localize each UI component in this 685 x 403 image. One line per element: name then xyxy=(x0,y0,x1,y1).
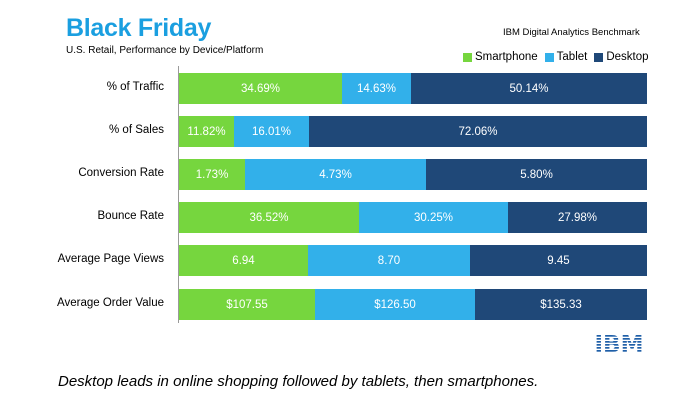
logo-text: IBM xyxy=(595,332,644,354)
category-label-average-page-views: Average Page Views xyxy=(57,253,164,265)
data-label: $107.55 xyxy=(226,298,268,311)
chart-subtitle: U.S. Retail, Performance by Device/Platf… xyxy=(66,45,264,56)
legend-item-desktop: Desktop xyxy=(594,51,649,63)
data-label: 30.25% xyxy=(413,211,453,224)
data-label: 1.73% xyxy=(195,168,229,181)
bar-segment-tablet: 14.63% xyxy=(342,73,411,104)
data-label: 5.80% xyxy=(520,168,553,181)
bar-segment-desktop: 9.45 xyxy=(470,245,647,276)
data-label: 27.98% xyxy=(557,211,597,224)
legend-item-smartphone: Smartphone xyxy=(463,51,538,63)
bar-segment-desktop: 50.14% xyxy=(411,73,647,104)
bar-segment-smartphone: 36.52% xyxy=(179,202,359,233)
category-label-of-sales: % of Sales xyxy=(109,124,164,136)
bar-segment-tablet: 16.01% xyxy=(234,116,309,147)
chart-title: Black Friday xyxy=(66,14,212,42)
data-label: 4.73% xyxy=(319,168,352,181)
caption: Desktop leads in online shopping followe… xyxy=(58,373,539,390)
data-label: 36.52% xyxy=(249,211,289,224)
bar-row-of-traffic: 34.69% 14.63% 50.14% xyxy=(179,73,647,104)
data-label: 34.69% xyxy=(240,82,280,95)
bar-row-of-sales: 11.82% 16.01% 72.06% xyxy=(179,116,647,147)
bar-segment-smartphone: 34.69% xyxy=(179,73,342,104)
data-label: 8.70 xyxy=(377,254,401,267)
legend-label-smartphone: Smartphone xyxy=(475,51,538,63)
category-label-conversion-rate: Conversion Rate xyxy=(78,167,164,179)
bar-segment-tablet: $126.50 xyxy=(315,289,475,320)
legend-swatch-desktop xyxy=(594,52,604,62)
data-label: 72.06% xyxy=(458,125,498,138)
bar-segment-smartphone: 6.94 xyxy=(179,245,308,276)
bar-segment-tablet: 4.73% xyxy=(245,159,426,190)
legend-swatch-tablet xyxy=(544,52,554,62)
source-label: IBM Digital Analytics Benchmark xyxy=(503,27,640,38)
legend-item-tablet: Tablet xyxy=(544,51,588,63)
data-label: 14.63% xyxy=(356,82,396,95)
ibm-logo: IBM xyxy=(595,332,644,354)
bar-row-average-order-value: $107.55 $126.50 $135.33 xyxy=(179,289,647,320)
bar-segment-smartphone: 11.82% xyxy=(179,116,234,147)
legend-label-tablet: Tablet xyxy=(556,51,588,63)
bar-segment-desktop: $135.33 xyxy=(475,289,647,320)
data-label: 6.94 xyxy=(232,254,255,267)
data-label: 9.45 xyxy=(547,254,570,267)
category-label-of-traffic: % of Traffic xyxy=(106,81,164,93)
legend: Smartphone Tablet Desktop xyxy=(463,51,656,63)
bar-segment-desktop: 5.80% xyxy=(426,159,647,190)
bar-row-average-page-views: 6.94 8.70 9.45 xyxy=(179,245,647,276)
bar-segment-tablet: 30.25% xyxy=(359,202,508,233)
bar-segment-desktop: 72.06% xyxy=(309,116,647,147)
category-label-average-order-value: Average Order Value xyxy=(57,297,164,309)
bar-segment-desktop: 27.98% xyxy=(508,202,647,233)
bar-segment-smartphone: 1.73% xyxy=(179,159,245,190)
bar-row-bounce-rate: 36.52% 30.25% 27.98% xyxy=(179,202,647,233)
legend-swatch-smartphone xyxy=(463,52,472,62)
data-label: $135.33 xyxy=(540,298,582,311)
bar-segment-smartphone: $107.55 xyxy=(179,289,315,320)
category-label-bounce-rate: Bounce Rate xyxy=(97,210,165,222)
data-label: 16.01% xyxy=(251,125,291,138)
legend-label-desktop: Desktop xyxy=(606,51,649,63)
data-label: $126.50 xyxy=(374,298,416,311)
y-axis-line xyxy=(178,66,179,323)
bar-segment-tablet: 8.70 xyxy=(308,245,470,276)
data-label: 11.82% xyxy=(187,125,226,138)
data-label: 50.14% xyxy=(509,82,549,95)
bar-row-conversion-rate: 1.73% 4.73% 5.80% xyxy=(179,159,647,190)
